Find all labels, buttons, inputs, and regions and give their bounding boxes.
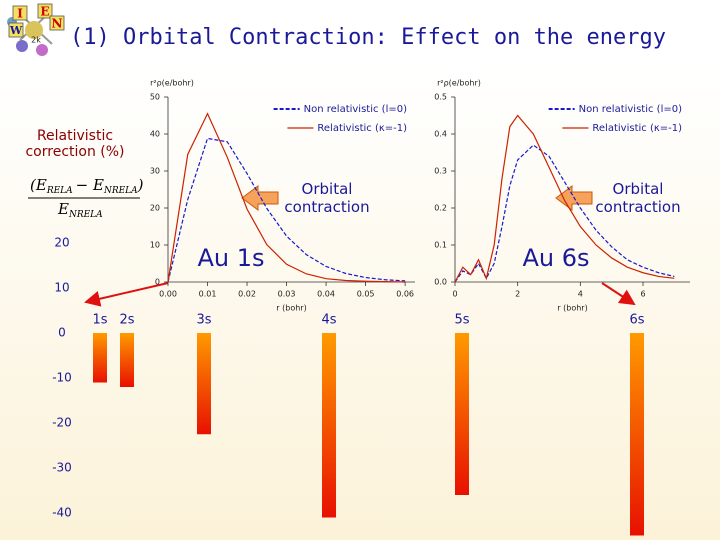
logo-atom — [25, 21, 43, 39]
chart-label: Au 1s — [197, 244, 265, 272]
formula-part: − E — [76, 176, 104, 194]
logo-letter: I — [17, 7, 23, 21]
legend-label: Non relativistic (l=0) — [304, 104, 407, 115]
bar — [455, 333, 469, 495]
x-tick-label: 0 — [452, 290, 457, 299]
y-tick-label: 40 — [150, 130, 160, 139]
y-tick-label: 10 — [150, 241, 160, 250]
y-axis-title: r²ρ(e/bohr) — [437, 79, 481, 88]
category-label: 3s — [196, 313, 211, 328]
logo-tile — [37, 3, 53, 19]
annotation: Orbital contraction — [284, 180, 370, 216]
pointer-arrow — [84, 282, 169, 307]
y-tick-label: -20 — [52, 416, 72, 430]
annotation: Orbital contraction — [595, 180, 681, 216]
x-tick-label: 0.03 — [278, 290, 296, 299]
logo-letter: 2k — [31, 36, 41, 45]
logo: I E N W 2k — [7, 3, 65, 56]
block-arrow — [241, 185, 279, 211]
category-label: 4s — [321, 313, 336, 328]
x-tick-label: 2 — [515, 290, 520, 299]
y-tick-label: 10 — [54, 281, 69, 295]
x-tick-label: 0.04 — [317, 290, 335, 299]
legend-label: Relativistic (κ=-1) — [592, 123, 682, 134]
bar — [93, 333, 107, 383]
legend-label: Non relativistic (l=0) — [579, 104, 682, 115]
series-line — [167, 112, 406, 283]
y-tick-label: 0.1 — [434, 241, 447, 250]
formula-sub: NRELA — [68, 210, 103, 220]
y-tick-label: -30 — [52, 461, 72, 475]
bar — [120, 333, 134, 387]
y-tick-label: 0.5 — [434, 93, 447, 102]
y-tick-label: 0.2 — [434, 204, 447, 213]
x-tick-label: 0.06 — [396, 290, 414, 299]
x-axis-title: r (bohr) — [557, 304, 587, 313]
y-axis-title: Relativistic correction (%) — [25, 128, 125, 160]
logo-atom — [16, 40, 28, 52]
logo-atom — [36, 44, 48, 56]
formula-part: (E — [30, 176, 47, 194]
y-tick-label: -10 — [52, 371, 72, 385]
category-label: 6s — [629, 313, 644, 328]
x-tick-label: 0.02 — [238, 290, 256, 299]
formula-sub: RELA — [46, 186, 73, 196]
y-tick-label: 20 — [150, 204, 160, 213]
logo-tile — [8, 22, 24, 38]
bar — [322, 333, 336, 518]
x-tick-label: 6 — [640, 290, 645, 299]
y-tick-label: 20 — [54, 236, 69, 250]
category-label: 1s — [92, 313, 107, 328]
category-label: 5s — [454, 313, 469, 328]
formula-part: E — [57, 200, 69, 218]
formula-numerator: (ERELA − ENRELA) — [30, 176, 144, 196]
formula-part: ) — [137, 176, 144, 194]
x-tick-label: 0.00 — [159, 290, 177, 299]
y-tick-label: 0.0 — [434, 278, 447, 287]
y-tick-label: 0 — [155, 278, 160, 287]
category-label: 2s — [119, 313, 134, 328]
y-tick-label: -40 — [52, 506, 72, 520]
formula-sub: NRELA — [103, 186, 138, 196]
y-tick-label: 0 — [58, 326, 66, 340]
y-tick-label: 50 — [150, 93, 160, 102]
logo-tile — [12, 5, 28, 21]
y-tick-label: 0.3 — [434, 167, 447, 176]
series-line — [454, 114, 675, 283]
bar — [197, 333, 211, 435]
y-axis-title: r²ρ(e/bohr) — [150, 79, 194, 88]
chart-label: Au 6s — [522, 244, 590, 272]
slide-title: (1) Orbital Contraction: Effect on the e… — [70, 25, 666, 50]
logo-letter: N — [52, 17, 63, 31]
formula: (ERELA − ENRELA) ENRELA — [28, 176, 144, 220]
logo-letter: E — [40, 5, 49, 19]
x-tick-label: 0.01 — [199, 290, 217, 299]
pointer-arrow — [601, 282, 636, 306]
y-tick-label: 30 — [150, 167, 160, 176]
x-tick-label: 4 — [578, 290, 583, 299]
bar — [630, 333, 644, 536]
logo-tile — [49, 15, 65, 31]
logo-letter: W — [9, 24, 23, 37]
formula-denominator: ENRELA — [57, 200, 103, 220]
legend-label: Relativistic (κ=-1) — [317, 123, 407, 134]
y-tick-label: 0.4 — [434, 130, 447, 139]
x-axis-title: r (bohr) — [276, 304, 306, 313]
x-tick-label: 0.05 — [357, 290, 375, 299]
